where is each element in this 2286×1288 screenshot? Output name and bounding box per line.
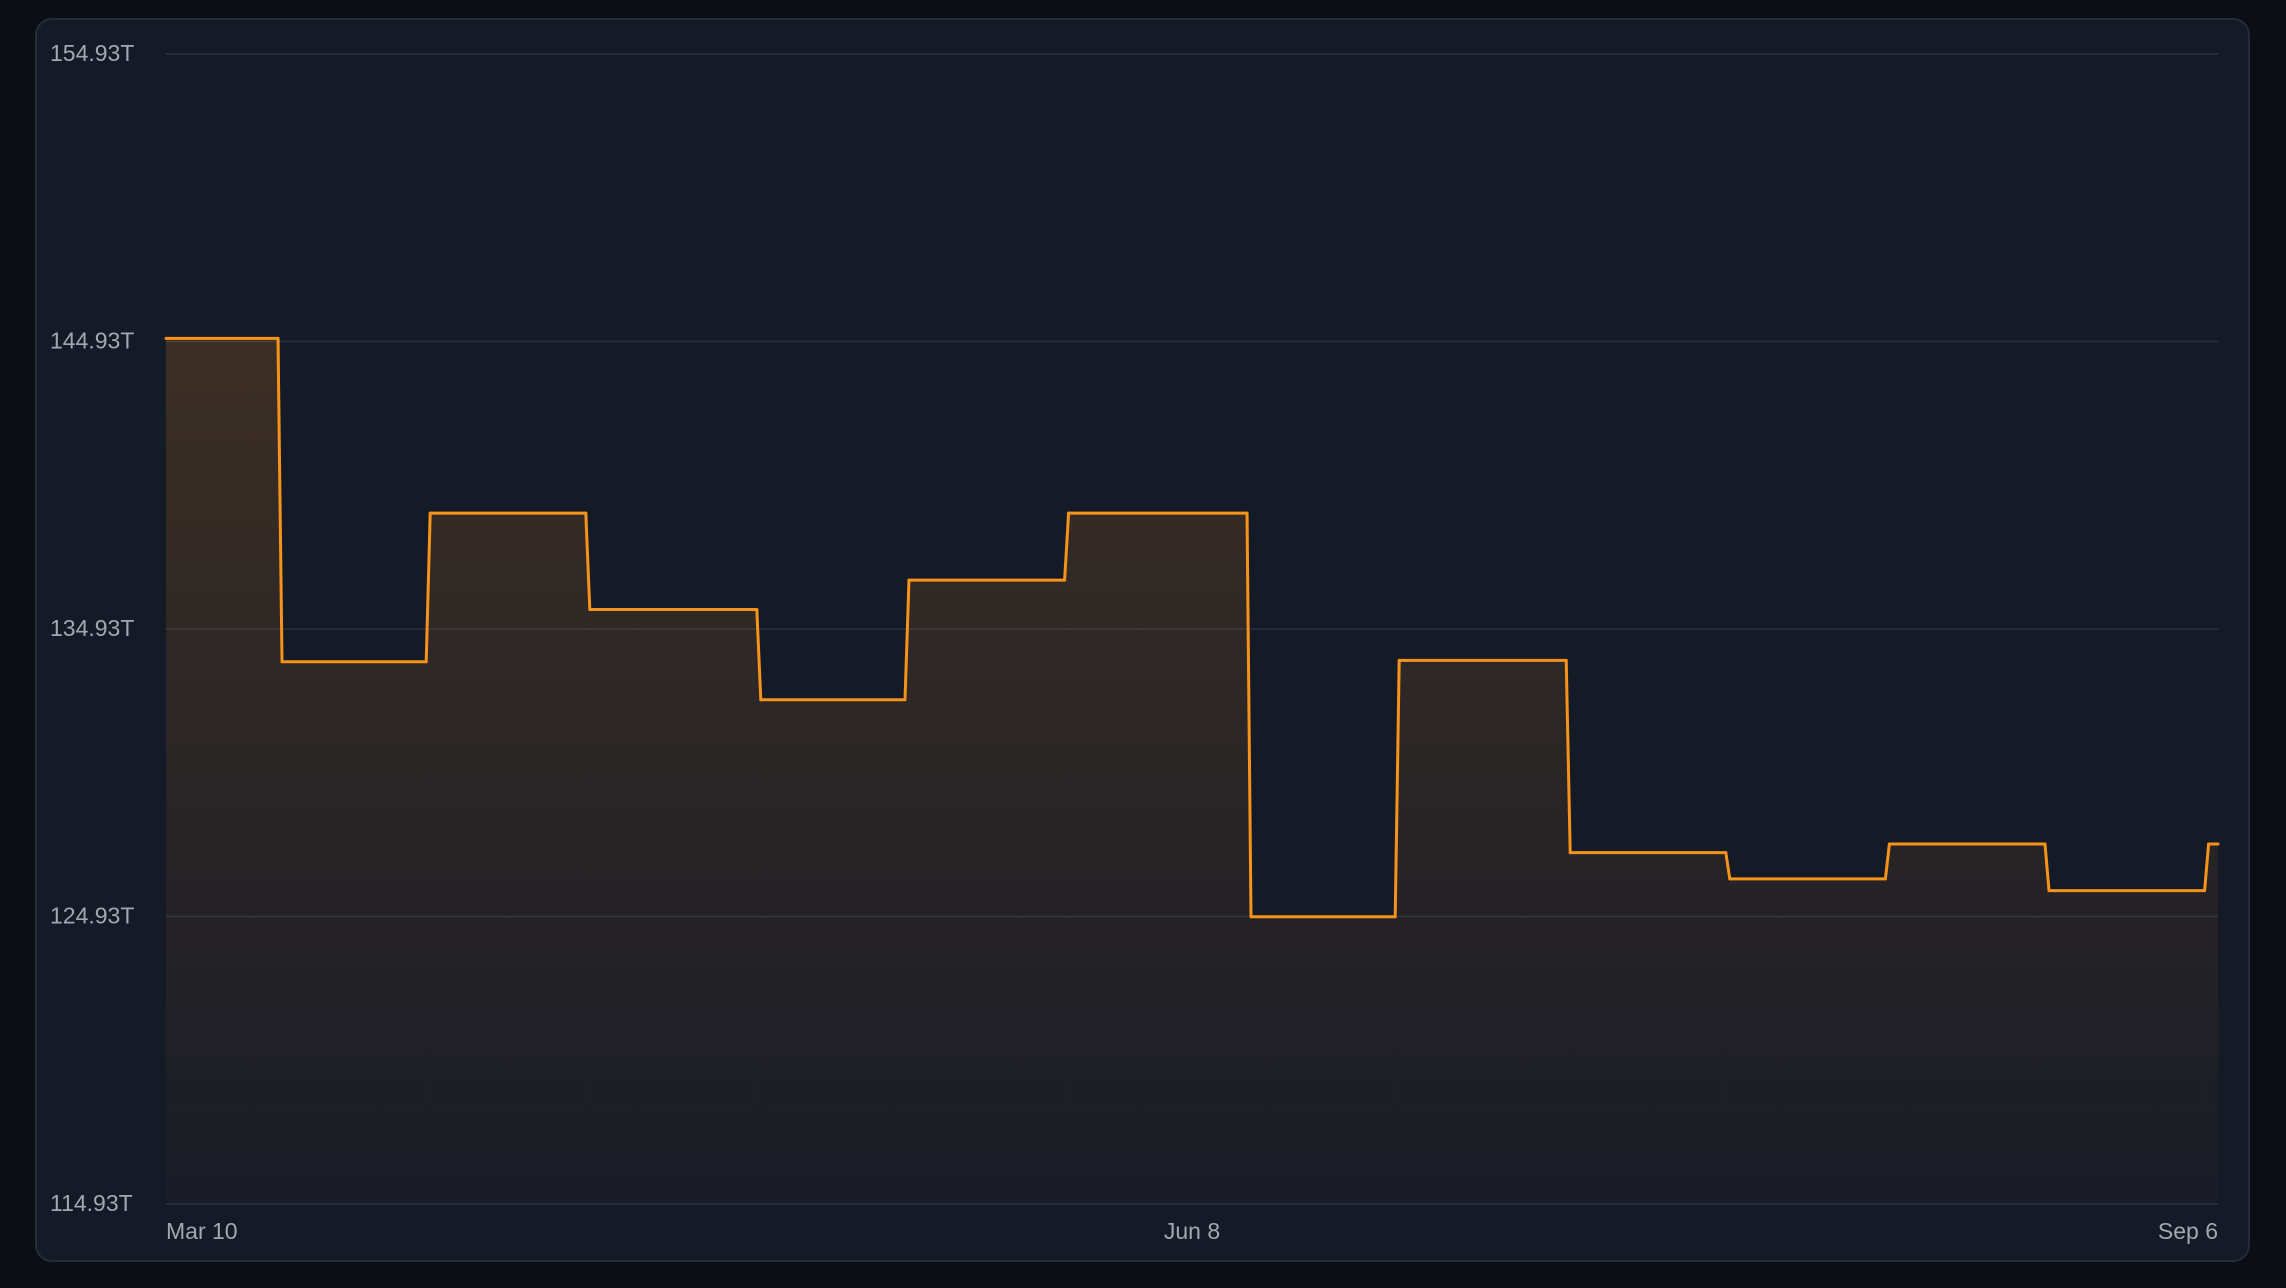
area: [166, 338, 2218, 1204]
y-tick-label: 134.93T: [50, 615, 134, 641]
labels: 114.93T 124.93T 134.93T 144.93T 154.93T Mar 1…: [50, 40, 2218, 1244]
area-segment: [758, 699, 907, 1204]
step-riser: [903, 578, 911, 702]
step-riser: [1063, 511, 1071, 582]
area-segment: [280, 661, 429, 1204]
area-segment: [2206, 844, 2218, 1204]
area-segment: [166, 338, 280, 1204]
step-riser: [276, 336, 284, 664]
step-riser: [755, 607, 763, 702]
area-segment: [1397, 660, 1569, 1204]
area-segment: [587, 609, 759, 1204]
area-segment: [1887, 844, 2047, 1204]
y-tick-label: 114.93T: [50, 1190, 133, 1216]
step-riser: [584, 511, 592, 611]
area-segment: [428, 513, 588, 1204]
step-riser: [1245, 511, 1253, 919]
y-tick-label: 124.93T: [50, 903, 134, 929]
step-riser: [1883, 842, 1891, 881]
step-riser: [2203, 842, 2211, 893]
x-tick-label: Jun 8: [1164, 1218, 1220, 1244]
y-tick-label: 144.93T: [50, 328, 134, 354]
x-tick-label: Mar 10: [166, 1218, 238, 1244]
area-segment: [907, 580, 1067, 1204]
step-riser: [1724, 851, 1732, 881]
y-tick-label: 154.93T: [50, 40, 134, 66]
area-segment: [1249, 916, 1398, 1204]
step-riser: [2043, 842, 2051, 893]
x-tick-label: Sep 6: [2158, 1218, 2218, 1244]
step-riser: [1393, 658, 1401, 919]
line: [164, 336, 2220, 919]
area-segment: [1727, 878, 1888, 1204]
area-segment: [1066, 513, 1249, 1204]
step-riser: [1564, 658, 1572, 855]
step-riser: [424, 511, 432, 664]
area-segment: [2047, 890, 2207, 1204]
area-segment: [1568, 852, 1728, 1204]
